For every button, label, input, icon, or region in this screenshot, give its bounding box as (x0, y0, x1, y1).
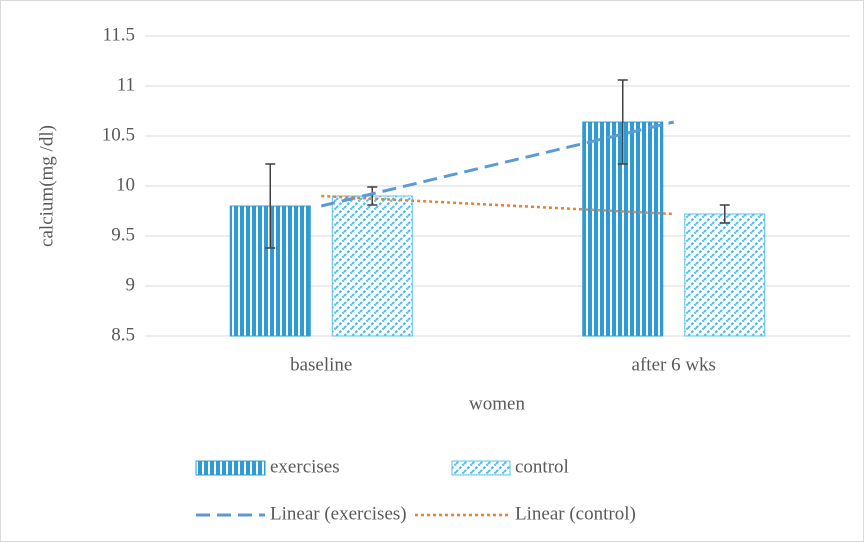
y-axis-title: calcium(mg /dl) (36, 125, 57, 247)
legend-label: Linear (control) (515, 503, 636, 524)
error-bar (719, 204, 730, 224)
legend-swatch (451, 460, 511, 476)
x-tick-label: after 6 wks (632, 354, 716, 375)
legend-swatch (195, 460, 266, 476)
legend-label: Linear (exercises) (270, 503, 407, 524)
legend-label: exercises (270, 456, 340, 477)
y-tick-label: 8.5 (111, 324, 135, 345)
y-tick-label: 10 (116, 174, 135, 195)
x-tick-label: baseline (290, 354, 352, 375)
error-bar (265, 163, 276, 249)
bar (331, 195, 413, 337)
x-axis-title: women (469, 393, 525, 414)
y-tick-label: 9.5 (111, 224, 135, 245)
trendline (320, 120, 675, 208)
error-bar (617, 79, 628, 165)
y-tick-label: 11 (117, 74, 135, 95)
y-tick-label: 10.5 (102, 124, 135, 145)
y-tick-label: 11.5 (102, 24, 135, 45)
legend-label: control (515, 456, 569, 477)
y-tick-label: 9 (126, 274, 136, 295)
bar (684, 213, 766, 337)
trendline (321, 194, 674, 216)
error-bar (367, 186, 378, 206)
